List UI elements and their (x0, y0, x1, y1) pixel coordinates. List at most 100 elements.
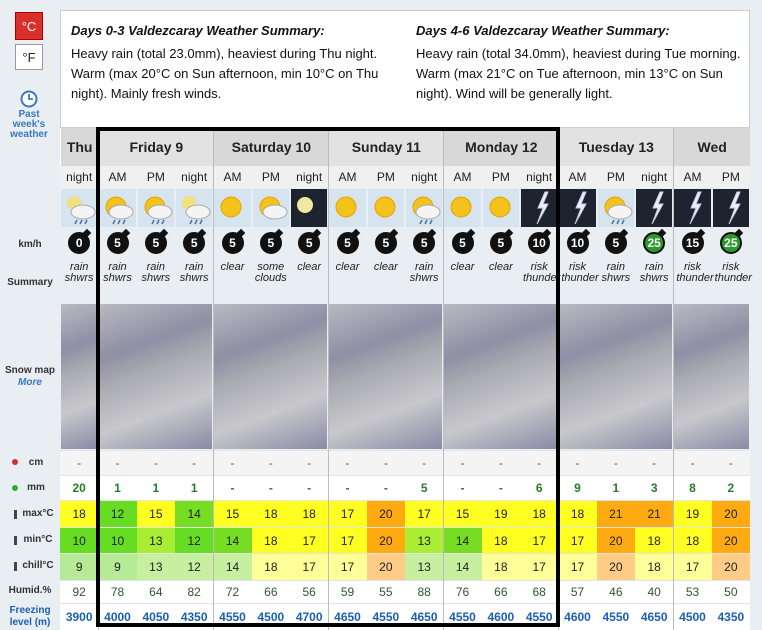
period-label: night (290, 166, 329, 188)
max-cell: 14 (175, 500, 214, 527)
humidity-cell: 66 (251, 580, 290, 603)
chill-cell: 20 (596, 553, 635, 580)
summary-text: clear (450, 261, 475, 273)
chill-cell: 13 (136, 553, 175, 580)
snow-cell: - (136, 450, 175, 475)
summary-title: Days 4-6 Valdezcaray Weather Summary: (416, 23, 670, 38)
min-cell: 20 (596, 527, 635, 553)
wind-circle: 5 (106, 232, 129, 254)
humidity-cell: 50 (711, 580, 750, 603)
rain-cell: 1 (596, 475, 635, 500)
max-cell: 20 (366, 500, 405, 527)
summary-text: rain shwrs (179, 261, 209, 284)
min-cell: 18 (481, 527, 520, 553)
summary-text: risk thunder (561, 261, 599, 284)
min-cell: 18 (251, 527, 290, 553)
freezing-cell: 4350 (711, 603, 750, 630)
max-cell: 21 (596, 500, 635, 527)
chill-cell: 12 (175, 553, 214, 580)
max-cell: 21 (635, 500, 674, 527)
max-cell: 18 (520, 500, 559, 527)
row-label: chill°C (22, 560, 54, 571)
wind-circle: 5 (374, 232, 397, 254)
highlight-frame (96, 127, 561, 627)
chill-cell: 14 (213, 553, 252, 580)
chill-cell: 14 (443, 553, 482, 580)
snow-map (444, 304, 558, 449)
chill-cell: 13 (405, 553, 444, 580)
period-label: PM (481, 166, 520, 188)
snow-cell: - (481, 450, 520, 475)
rain-cell: - (328, 475, 367, 500)
period-label: AM (328, 166, 367, 188)
chill-cell: 17 (290, 553, 329, 580)
summary-text: rain shwrs (639, 261, 669, 284)
min-cell: 18 (635, 527, 674, 553)
rain-cell: - (251, 475, 290, 500)
freezing-cell: 4550 (596, 603, 635, 630)
day-header: Monday 12 (443, 128, 559, 166)
summary-text: rain shwrs (601, 261, 631, 284)
rain-cell: 1 (136, 475, 175, 500)
summary-text: clear (220, 261, 245, 273)
weather-icon (406, 189, 443, 227)
wind-circle: 0 (68, 232, 91, 254)
max-cell: 17 (328, 500, 367, 527)
rain-cell: 20 (60, 475, 99, 500)
weather-icon (99, 189, 136, 227)
weather-icon (214, 189, 251, 227)
period-label: AM (558, 166, 597, 188)
wind-circle: 5 (451, 232, 474, 254)
max-cell: 15 (136, 500, 175, 527)
period-label: night (405, 166, 444, 188)
rain-cell: 1 (98, 475, 137, 500)
weather-icon (712, 189, 749, 227)
chill-cell: 18 (251, 553, 290, 580)
chill-cell: 17 (558, 553, 597, 580)
humidity-cell: 57 (558, 580, 597, 603)
max-cell: 18 (60, 500, 99, 527)
chill-cell: 17 (520, 553, 559, 580)
max-cell: 12 (98, 500, 137, 527)
chill-cell: 20 (366, 553, 405, 580)
weather-icon (291, 189, 328, 227)
past-weather-link[interactable]: Past week's weather (10, 109, 48, 140)
summary-text: risk thunder (676, 261, 714, 284)
day-header: Tuesday 13 (558, 128, 674, 166)
min-cell: 18 (673, 527, 712, 553)
wind-circle: 25 (719, 232, 742, 254)
summary-title: Days 0-3 Valdezcaray Weather Summary: (71, 23, 325, 38)
period-label: AM (213, 166, 252, 188)
weather-icon (252, 189, 289, 227)
weather-icon (61, 189, 98, 227)
humidity-cell: 78 (98, 580, 137, 603)
summary-text: risk thunder (714, 261, 752, 284)
day-header: Wed (673, 128, 750, 166)
day-separator (327, 128, 329, 630)
wind-circle: 5 (183, 232, 206, 254)
summary-text: clear (297, 261, 322, 273)
min-cell: 20 (366, 527, 405, 553)
min-cell: 13 (136, 527, 175, 553)
humidity-cell: 40 (635, 580, 674, 603)
humidity-cell: 82 (175, 580, 214, 603)
more-link[interactable]: More (18, 377, 42, 388)
rain-cell: 6 (520, 475, 559, 500)
snow-cell: - (635, 450, 674, 475)
max-cell: 19 (673, 500, 712, 527)
max-cell: 20 (711, 500, 750, 527)
wind-circle: 5 (298, 232, 321, 254)
row-icons (12, 459, 18, 571)
celsius-button[interactable]: °C (15, 12, 43, 40)
snow-cell: - (673, 450, 712, 475)
period-label: PM (136, 166, 175, 188)
chill-cell: 20 (711, 553, 750, 580)
summary-block: Days 4-6 Valdezcaray Weather Summary: He… (416, 23, 741, 104)
fahrenheit-button[interactable]: °F (15, 44, 43, 70)
day-header: Sunday 11 (328, 128, 444, 166)
snow-cell: - (405, 450, 444, 475)
wind-circle: 10 (566, 232, 589, 254)
freezing-cell: 3900 (60, 603, 99, 630)
freezing-cell: 4550 (520, 603, 559, 630)
